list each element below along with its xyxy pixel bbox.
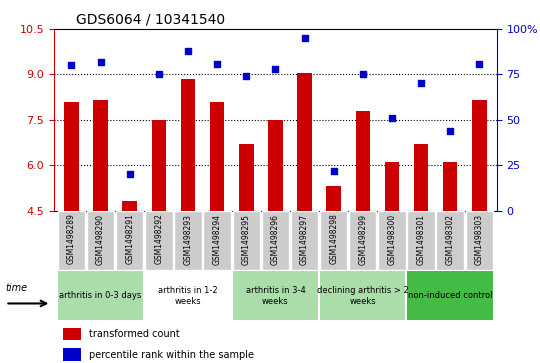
Point xyxy=(184,48,192,54)
Text: GSM1498297: GSM1498297 xyxy=(300,213,309,265)
Text: GSM1498303: GSM1498303 xyxy=(475,213,484,265)
Point xyxy=(67,62,76,68)
Text: declining arthritis > 2
weeks: declining arthritis > 2 weeks xyxy=(317,286,409,306)
Text: GSM1498292: GSM1498292 xyxy=(154,213,164,264)
FancyBboxPatch shape xyxy=(204,211,231,270)
Point xyxy=(359,72,367,77)
Point xyxy=(271,66,280,72)
FancyBboxPatch shape xyxy=(57,270,144,321)
FancyBboxPatch shape xyxy=(232,270,319,321)
Point xyxy=(417,81,426,86)
Text: GSM1498290: GSM1498290 xyxy=(96,213,105,265)
Text: transformed count: transformed count xyxy=(90,329,180,339)
Point xyxy=(446,128,455,134)
FancyBboxPatch shape xyxy=(407,270,494,321)
Bar xyxy=(355,111,370,211)
Text: arthritis in 3-4
weeks: arthritis in 3-4 weeks xyxy=(246,286,305,306)
FancyBboxPatch shape xyxy=(407,211,435,270)
Point xyxy=(213,61,221,66)
Bar xyxy=(297,73,312,211)
Text: GSM1498300: GSM1498300 xyxy=(387,213,396,265)
Point xyxy=(242,73,251,79)
Bar xyxy=(443,162,457,211)
Text: GSM1498296: GSM1498296 xyxy=(271,213,280,265)
Text: GSM1498302: GSM1498302 xyxy=(446,213,455,265)
Text: non-induced control: non-induced control xyxy=(408,291,492,300)
Point xyxy=(475,61,484,66)
Text: GSM1498299: GSM1498299 xyxy=(359,213,367,265)
Text: GSM1498301: GSM1498301 xyxy=(416,213,426,265)
FancyBboxPatch shape xyxy=(378,211,406,270)
Point xyxy=(329,168,338,174)
Point xyxy=(125,171,134,177)
Point xyxy=(154,72,163,77)
Bar xyxy=(152,120,166,211)
Text: GSM1498293: GSM1498293 xyxy=(184,213,192,265)
FancyBboxPatch shape xyxy=(116,211,144,270)
FancyBboxPatch shape xyxy=(320,211,347,270)
FancyBboxPatch shape xyxy=(319,270,407,321)
FancyBboxPatch shape xyxy=(87,211,114,270)
Bar xyxy=(472,100,487,211)
FancyBboxPatch shape xyxy=(144,270,232,321)
Bar xyxy=(239,144,254,211)
FancyBboxPatch shape xyxy=(349,211,376,270)
FancyBboxPatch shape xyxy=(174,211,202,270)
Bar xyxy=(181,79,195,211)
Text: GSM1498289: GSM1498289 xyxy=(67,213,76,264)
Bar xyxy=(326,186,341,211)
Text: percentile rank within the sample: percentile rank within the sample xyxy=(90,350,254,360)
FancyBboxPatch shape xyxy=(58,211,85,270)
Bar xyxy=(63,327,80,340)
FancyBboxPatch shape xyxy=(436,211,464,270)
Text: GSM1498295: GSM1498295 xyxy=(242,213,251,265)
FancyBboxPatch shape xyxy=(465,211,493,270)
FancyBboxPatch shape xyxy=(233,211,260,270)
Text: arthritis in 0-3 days: arthritis in 0-3 days xyxy=(59,291,141,300)
Text: GSM1498294: GSM1498294 xyxy=(213,213,221,265)
Text: GDS6064 / 10341540: GDS6064 / 10341540 xyxy=(76,12,225,26)
FancyBboxPatch shape xyxy=(145,211,173,270)
Bar xyxy=(123,201,137,211)
Bar xyxy=(63,348,80,361)
Bar xyxy=(210,102,225,211)
Text: arthritis in 1-2
weeks: arthritis in 1-2 weeks xyxy=(158,286,218,306)
Text: GSM1498291: GSM1498291 xyxy=(125,213,134,264)
Bar xyxy=(414,144,428,211)
Text: GSM1498298: GSM1498298 xyxy=(329,213,338,264)
Bar xyxy=(268,120,282,211)
Point xyxy=(300,35,309,41)
Bar xyxy=(64,102,79,211)
Point xyxy=(388,115,396,121)
Bar xyxy=(384,162,399,211)
Bar xyxy=(93,100,108,211)
Text: time: time xyxy=(5,283,28,293)
FancyBboxPatch shape xyxy=(262,211,289,270)
FancyBboxPatch shape xyxy=(291,211,318,270)
Point xyxy=(96,59,105,65)
